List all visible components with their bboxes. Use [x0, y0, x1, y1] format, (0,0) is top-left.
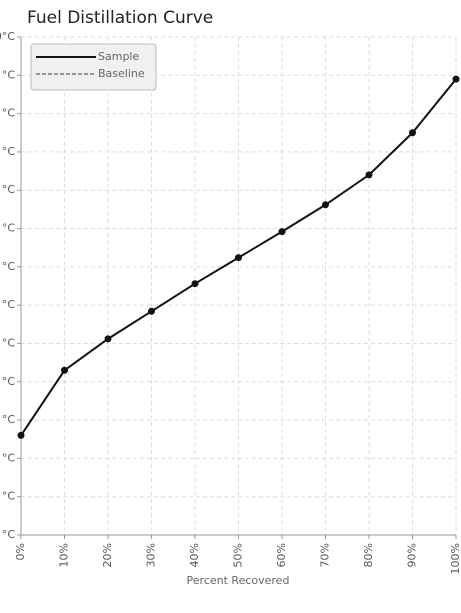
- point: [365, 171, 373, 179]
- point: [452, 75, 460, 83]
- point: [148, 307, 155, 315]
- y-tick-label: 0°C: [0, 30, 15, 43]
- point: [61, 366, 68, 374]
- y-tick-label: °C: [2, 107, 16, 120]
- x-tick-label: 10%: [58, 543, 71, 567]
- legend: Sample Baseline: [30, 43, 157, 91]
- legend-label: Sample: [98, 50, 139, 63]
- x-tick-label: 50%: [232, 543, 245, 567]
- x-tick-label: 90%: [406, 543, 419, 567]
- point: [104, 335, 112, 343]
- x-tick-label: 60%: [275, 543, 288, 567]
- x-axis-label: Percent Recovered: [187, 574, 290, 587]
- x-tick-label: 80%: [362, 543, 375, 567]
- x-tick-label: 70%: [319, 543, 332, 567]
- legend-box: [30, 43, 157, 91]
- point: [278, 228, 286, 236]
- x-tick-label: 100%: [449, 543, 461, 574]
- y-tick-label: °C: [2, 490, 16, 503]
- y-tick-label: °C: [2, 336, 16, 349]
- x-tick-label: 0%: [14, 543, 27, 560]
- point: [322, 201, 329, 209]
- y-tick-label: °C: [2, 451, 16, 464]
- point: [17, 431, 25, 439]
- y-tick-label: °C: [2, 260, 16, 273]
- y-tick-label: °C: [2, 528, 16, 541]
- point: [235, 254, 242, 262]
- x-tick-label: 40%: [188, 543, 201, 567]
- x-tick-label: 20%: [101, 543, 114, 567]
- point: [191, 280, 199, 288]
- y-tick-label: °C: [2, 375, 16, 388]
- chart-title: Fuel Distillation Curve: [27, 8, 213, 28]
- legend-label: Baseline: [98, 67, 145, 80]
- point: [409, 129, 416, 137]
- y-tick-label: °C: [2, 68, 16, 81]
- y-tick-label: °C: [2, 222, 16, 235]
- y-tick-label: °C: [2, 145, 16, 158]
- y-tick-label: °C: [2, 183, 16, 196]
- y-tick-label: °C: [2, 298, 16, 311]
- y-tick-label: °C: [2, 413, 16, 426]
- x-tick-label: 30%: [145, 543, 158, 567]
